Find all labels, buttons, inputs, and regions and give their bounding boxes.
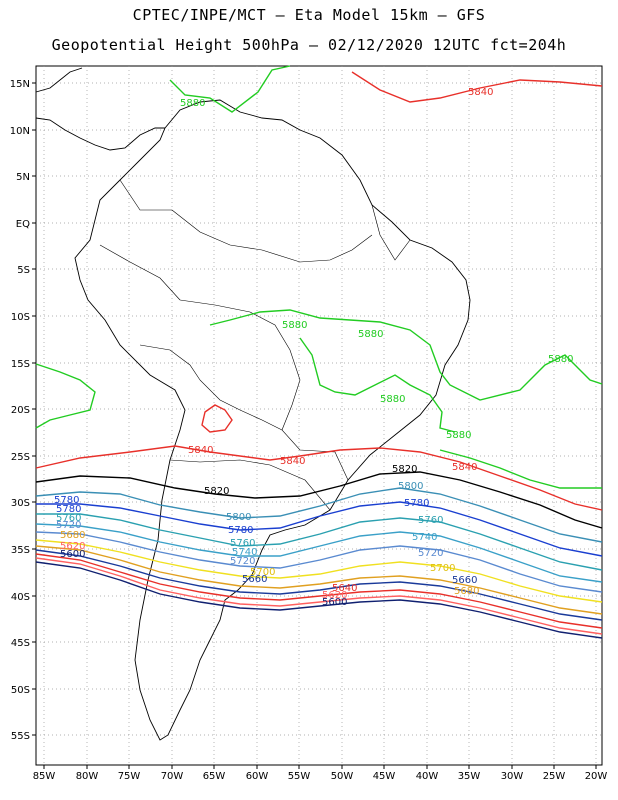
label-5720-a: 5720: [56, 520, 81, 531]
label-5780-d: 5780: [404, 498, 429, 509]
lat-tick-15n: 15N: [10, 79, 30, 90]
label-5600-b: 5600: [322, 597, 347, 608]
lat-tick-35s: 35S: [11, 545, 30, 556]
label-5840-c: 5840: [452, 462, 477, 473]
lon-tick-80w: 80W: [76, 771, 99, 782]
lon-tick-70w: 70W: [161, 771, 184, 782]
label-5640-a: 5640: [332, 583, 357, 594]
lon-tick-30w: 30W: [501, 771, 524, 782]
label-5780-c: 5780: [228, 525, 253, 536]
contour-5600: [35, 561, 603, 639]
label-5700-b: 5700: [430, 563, 455, 574]
label-5780-a: 5780: [54, 495, 79, 506]
label-5760-a: 5760: [56, 513, 81, 524]
label-5740-a: 5740: [232, 547, 257, 558]
lat-tick-10n: 10N: [10, 126, 30, 137]
label-5620-b: 5620: [322, 590, 347, 601]
map-title: CPTEC/INPE/MCT – Eta Model 15km – GFS: [132, 6, 486, 24]
contour-5840-south: [35, 445, 603, 511]
label-5880-d: 5880: [380, 394, 405, 405]
country-borders: [99, 179, 411, 511]
lon-tick-50w: 50W: [331, 771, 354, 782]
axis-ticks: [32, 82, 597, 769]
contour-5700: [35, 539, 603, 603]
lon-tick-65w: 65W: [203, 771, 226, 782]
label-5760-b: 5760: [230, 538, 255, 549]
lon-tick-20w: 20W: [585, 771, 608, 782]
contour-5880-south: [439, 449, 602, 489]
contour-5780: [36, 501, 603, 557]
lon-tick-60w: 60W: [246, 771, 269, 782]
label-5760-c: 5760: [418, 515, 443, 526]
contour-5840-blob: [201, 404, 233, 433]
label-5840-north: 5840: [468, 87, 493, 98]
lon-tick-55w: 55W: [288, 771, 311, 782]
label-5800-b: 5800: [226, 512, 251, 523]
contour-5620: [35, 557, 603, 635]
label-5680-a: 5680: [60, 530, 85, 541]
lat-tick-5s: 5S: [17, 265, 30, 276]
central-america-coastline: [35, 67, 165, 151]
lon-tick-labels: 85W 80W 75W 70W 65W 60W 55W 50W 45W 40W …: [33, 771, 608, 782]
label-5780-b: 5780: [56, 504, 81, 515]
contour-5840-north: [351, 71, 603, 103]
lat-tick-50s: 50S: [11, 685, 30, 696]
lat-tick-10s: 10S: [11, 312, 30, 323]
contour-5880-north: [169, 65, 291, 113]
label-5880-e: 5880: [446, 430, 471, 441]
lat-tick-5n: 5N: [16, 172, 30, 183]
graticule: [36, 66, 602, 765]
south-america-coastline: [74, 99, 471, 741]
label-5820-b: 5820: [204, 486, 229, 497]
label-5880-north: 5880: [180, 98, 205, 109]
label-5880-c: 5880: [548, 354, 573, 365]
contour-5740: [35, 523, 603, 583]
label-5600-a: 5600: [60, 549, 85, 560]
lat-tick-40s: 40S: [11, 592, 30, 603]
lon-tick-40w: 40W: [416, 771, 439, 782]
label-5880-a: 5880: [282, 320, 307, 331]
contour-labels: 5880 5880 5880 5880 5880 5880 5840 5840 …: [54, 87, 573, 608]
lat-tick-25s: 25S: [11, 452, 30, 463]
label-5620-a: 5620: [60, 541, 85, 552]
geopotential-contours: [35, 65, 603, 639]
lon-tick-35w: 35W: [458, 771, 481, 782]
contour-5680: [35, 545, 603, 615]
lat-tick-15s: 15S: [11, 359, 30, 370]
map-subtitle: Geopotential Height 500hPa – 02/12/2020 …: [51, 36, 567, 54]
lat-tick-eq: EQ: [16, 219, 30, 230]
lat-tick-labels: 15N 10N 5N EQ 5S 10S 15S 20S 25S 30S 35S…: [10, 79, 30, 742]
lat-tick-45s: 45S: [11, 638, 30, 649]
lon-tick-75w: 75W: [118, 771, 141, 782]
contour-5640: [35, 553, 603, 629]
contour-5880-west: [35, 363, 96, 429]
label-5660-b: 5660: [452, 575, 477, 586]
label-5720-b: 5720: [230, 556, 255, 567]
label-5840-b: 5840: [280, 456, 305, 467]
lon-tick-25w: 25W: [543, 771, 566, 782]
label-5740-b: 5740: [412, 532, 437, 543]
lat-tick-30s: 30S: [11, 498, 30, 509]
contour-5720: [35, 531, 603, 593]
contour-5760: [36, 513, 603, 571]
label-5700-a: 5700: [250, 567, 275, 578]
label-5800-a: 5800: [398, 481, 423, 492]
lat-tick-55s: 55S: [11, 731, 30, 742]
lon-tick-85w: 85W: [33, 771, 56, 782]
label-5840-a: 5840: [188, 445, 213, 456]
contour-5800: [35, 487, 603, 543]
label-5820-a: 5820: [392, 464, 417, 475]
contour-5820: [35, 471, 603, 529]
map-frame: [35, 65, 603, 766]
label-5660-a: 5660: [242, 574, 267, 585]
lat-tick-20s: 20S: [11, 405, 30, 416]
label-5720-c: 5720: [418, 548, 443, 559]
label-5880-b: 5880: [358, 329, 383, 340]
label-5680-b: 5680: [454, 586, 479, 597]
contour-5880-inner: [299, 337, 456, 433]
lon-tick-45w: 45W: [373, 771, 396, 782]
contour-5880-central: [209, 309, 603, 401]
contour-5660: [35, 549, 603, 621]
